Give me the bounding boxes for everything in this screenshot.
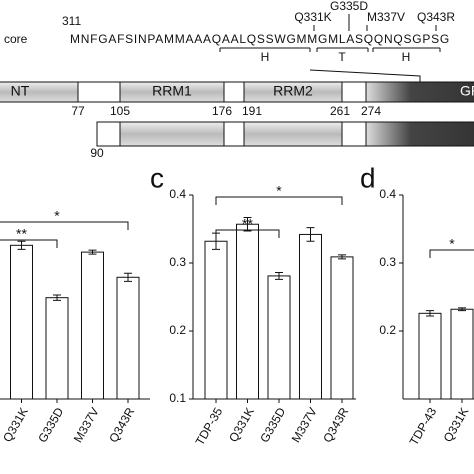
seq-start: 311 xyxy=(62,14,81,28)
significance-bracket xyxy=(0,221,129,230)
structure: H xyxy=(402,50,411,64)
x-tick-label: Q331K xyxy=(0,405,31,444)
significance-label: ** xyxy=(242,216,253,232)
x-tick-label: Q343R xyxy=(106,405,137,445)
bar xyxy=(45,297,69,400)
error-bar xyxy=(53,294,61,301)
x-tick-label: G335D xyxy=(35,405,66,445)
y-tick-label: 0.1 xyxy=(169,391,186,405)
domain-label: GR xyxy=(460,83,474,99)
significance-label: * xyxy=(54,208,60,224)
error-bar xyxy=(306,227,315,242)
significance-bracket xyxy=(429,249,474,258)
error-bar xyxy=(426,310,434,317)
y-tick-label: 0.4 xyxy=(169,187,186,201)
bar xyxy=(330,256,354,400)
brackets xyxy=(219,14,441,82)
significance-label: * xyxy=(449,236,455,252)
x-tick-label: G335D xyxy=(257,405,288,445)
domain-label: RRM1 xyxy=(152,83,192,99)
error-bar xyxy=(338,254,346,260)
x-tick-label: TDP-43 xyxy=(407,405,440,448)
domain-label: NT xyxy=(11,83,30,99)
mutation: Q343R xyxy=(417,10,455,24)
sequence: MNFGAFSINPAMMAAAQAALQSSWGMMGMLASQQNQSGPS… xyxy=(70,32,450,46)
x-tick-label: M337V xyxy=(289,405,320,445)
significance-label: * xyxy=(276,183,282,199)
error-bar xyxy=(275,272,283,280)
bar xyxy=(10,244,33,400)
panel-label: c xyxy=(150,162,164,193)
error-bar xyxy=(124,272,132,282)
position: 274 xyxy=(361,104,381,118)
significance-bracket xyxy=(215,196,343,205)
domain-bar xyxy=(0,81,474,147)
bar xyxy=(81,251,104,400)
bar xyxy=(418,312,442,400)
significance-bracket xyxy=(0,239,58,248)
position: 90 xyxy=(90,146,104,160)
position: 191 xyxy=(242,104,262,118)
mutation: M337V xyxy=(367,10,405,24)
y-tick-label: 0.2 xyxy=(169,323,186,337)
bar xyxy=(116,276,140,400)
y-tick-label: 0.2 xyxy=(379,323,396,337)
y-tick-label: 0.3 xyxy=(169,255,186,269)
position: 261 xyxy=(330,104,350,118)
structure: T xyxy=(338,50,346,64)
domain-label: RRM2 xyxy=(273,83,313,99)
position: 77 xyxy=(71,104,85,118)
bar xyxy=(204,240,228,400)
x-tick-label: Q331K xyxy=(441,405,472,444)
error-bar xyxy=(88,249,97,255)
error-bar xyxy=(458,307,466,312)
bar xyxy=(267,275,291,400)
mutation: G335D xyxy=(330,0,368,13)
core-label: core xyxy=(4,32,28,46)
mutation: Q331K xyxy=(294,10,331,24)
bar xyxy=(236,223,259,400)
y-tick-label: 0.3 xyxy=(379,255,396,269)
y-tick-label: 0.4 xyxy=(379,187,396,201)
x-tick-label: TDP-35 xyxy=(193,405,226,448)
significance-bracket xyxy=(215,229,280,238)
x-tick-label: M337V xyxy=(71,405,102,445)
error-bar xyxy=(17,240,26,250)
bar xyxy=(299,233,322,400)
panel-label: d xyxy=(360,162,376,193)
error-bar xyxy=(243,216,252,232)
x-tick-label: Q331K xyxy=(226,405,257,444)
significance-label: ** xyxy=(16,226,27,242)
bar xyxy=(450,308,474,400)
position: 105 xyxy=(110,104,130,118)
x-tick-label: Q343R xyxy=(320,405,351,445)
position: 176 xyxy=(212,104,232,118)
structure: H xyxy=(261,50,270,64)
